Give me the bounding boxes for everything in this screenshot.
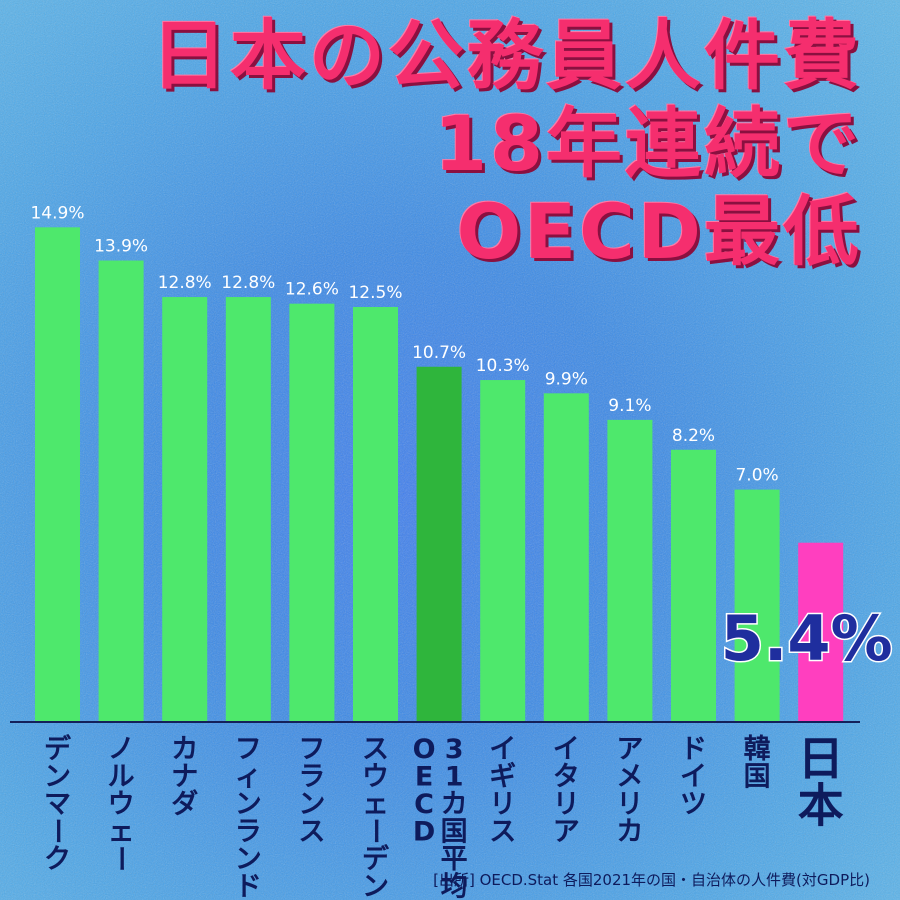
category-label-6-1-1: E xyxy=(415,761,433,792)
category-label-6-0-0: 3 xyxy=(445,734,464,765)
category-label-6-1-3: D xyxy=(413,816,435,847)
title-line-2: 18年連続で xyxy=(434,99,862,188)
bar-12 xyxy=(798,542,844,722)
data-label-0: 14.9% xyxy=(30,203,84,223)
category-label-5-0-0: ス xyxy=(362,734,389,765)
category-label-5-0-2: ェ xyxy=(362,789,389,820)
category-label-9-0-1: メ xyxy=(616,761,643,792)
category-label-7-0-1: ギ xyxy=(489,761,516,792)
bar-10 xyxy=(671,449,716,722)
category-label-3-0-4: ン xyxy=(235,844,262,875)
category-label-1-0-4: ー xyxy=(105,845,136,872)
category-label-4-0-1: ラ xyxy=(298,761,325,792)
category-label-6-0-2: カ xyxy=(441,789,468,820)
category-label-4-0-2: ン xyxy=(298,789,325,820)
title-line-3: OECD最低 xyxy=(456,187,862,276)
data-label-8: 9.9% xyxy=(545,369,588,389)
category-label-7-0-3: ス xyxy=(489,816,516,847)
category-label-1-0-3: ェ xyxy=(108,816,135,847)
category-label-3-0-0: フ xyxy=(235,734,262,765)
category-label-8-0-1: タ xyxy=(553,761,580,792)
category-label-8-0-3: ア xyxy=(553,816,580,847)
category-label-4-0-0: フ xyxy=(298,734,325,765)
category-label-0-0-3: ー xyxy=(41,817,72,844)
data-label-5: 12.5% xyxy=(348,283,402,303)
category-label-6-0-4: 平 xyxy=(441,844,468,875)
data-label-4: 12.6% xyxy=(285,280,339,300)
category-label-12-0-0: 日 xyxy=(798,731,844,785)
category-label-6-0-3: 国 xyxy=(441,816,468,847)
category-label-5-0-5: ン xyxy=(362,871,389,900)
category-label-6-0-1: 1 xyxy=(445,761,464,792)
category-label-7-0-0: イ xyxy=(489,734,516,765)
bar-4 xyxy=(289,303,335,722)
category-label-5-0-3: ー xyxy=(359,817,390,844)
data-label-10: 8.2% xyxy=(672,426,715,446)
category-label-9-0-0: ア xyxy=(616,734,643,765)
category-label-8-0-0: イ xyxy=(553,734,580,765)
category-label-9-0-2: リ xyxy=(616,789,643,820)
category-label-2-0-0: カ xyxy=(171,734,198,765)
bar-3 xyxy=(225,297,271,722)
data-label-6: 10.7% xyxy=(412,343,466,363)
title-line-1: 日本の公務員人件費 xyxy=(151,11,862,100)
category-label-2-0-1: ナ xyxy=(171,761,198,792)
category-label-11-0-0: 韓 xyxy=(744,734,771,765)
bar-7 xyxy=(480,380,526,722)
category-label-5-0-4: デ xyxy=(362,843,390,875)
category-label-0-0-1: ン xyxy=(44,761,71,792)
category-label-9-0-3: カ xyxy=(616,816,643,847)
bar-5 xyxy=(353,307,398,722)
bar-2 xyxy=(162,297,208,722)
data-label-1: 13.9% xyxy=(94,237,148,257)
category-label-5-0-1: ウ xyxy=(362,761,389,792)
data-label-11: 7.0% xyxy=(735,466,778,486)
category-label-6-0-5: 均 xyxy=(441,871,468,900)
data-label-3: 12.8% xyxy=(221,273,275,293)
category-label-10-0-1: イ xyxy=(680,761,707,792)
category-label-11-0-1: 国 xyxy=(744,761,771,792)
data-label-9: 9.1% xyxy=(608,396,651,416)
category-label-8-0-2: リ xyxy=(553,789,580,820)
category-label-6-1-2: C xyxy=(414,789,434,820)
category-label-2-0-2: ダ xyxy=(171,788,198,820)
category-label-7-0-2: リ xyxy=(489,789,516,820)
category-label-6-1-0: O xyxy=(413,734,436,765)
category-label-0-0-2: マ xyxy=(44,789,71,820)
category-label-4-0-3: ス xyxy=(298,816,325,847)
category-label-3-0-2: ン xyxy=(235,789,262,820)
bar-6 xyxy=(416,366,462,722)
category-label-10-0-2: ツ xyxy=(680,789,707,820)
category-label-3-0-1: ィ xyxy=(235,761,262,792)
data-label-7: 10.3% xyxy=(476,356,530,376)
source-note: [出所] OECD.Stat 各国2021年の国・自治体の人件費(対GDP比) xyxy=(433,871,870,889)
highlight-value-label: 5.4% xyxy=(721,602,893,675)
data-label-2: 12.8% xyxy=(158,273,212,293)
category-label-10-0-0: ド xyxy=(680,734,707,765)
category-label-3-0-5: ド xyxy=(235,871,262,900)
bar-9 xyxy=(607,419,653,722)
bar-1 xyxy=(98,260,144,722)
category-label-3-0-3: ラ xyxy=(235,816,262,847)
bar-11 xyxy=(734,489,780,722)
category-label-12-0-1: 本 xyxy=(798,778,844,832)
category-label-1-0-1: ル xyxy=(108,761,135,792)
category-label-1-0-0: ノ xyxy=(108,734,135,765)
category-label-1-0-2: ウ xyxy=(108,789,135,820)
category-label-0-0-0: デ xyxy=(44,733,72,765)
bar-0 xyxy=(35,227,80,722)
category-label-0-0-4: ク xyxy=(44,844,71,875)
bar-8 xyxy=(543,393,589,722)
